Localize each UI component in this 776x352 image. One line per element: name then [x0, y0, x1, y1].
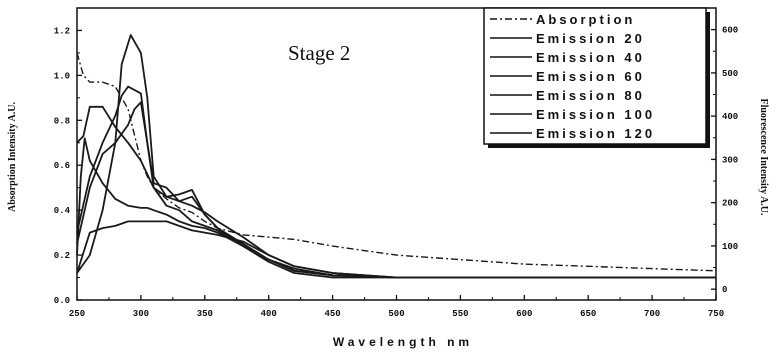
y-right-tick-label: 200: [722, 199, 738, 209]
y-left-tick-label: 0.2: [54, 251, 70, 261]
legend: Absorption Emission 20 Emission 40 Emission…: [483, 7, 710, 148]
y-left-tick-label: 0.4: [54, 206, 71, 216]
stage-annotation: Stage 2: [288, 41, 350, 65]
y-left-tick-label: 0.0: [54, 296, 70, 306]
x-tick-label: 300: [133, 309, 149, 319]
y-axis-right-title: Fluorescence Intensity A.U.: [758, 98, 769, 216]
legend-label: Emission 40: [536, 50, 645, 65]
y-left-tick-label: 1.2: [54, 26, 70, 36]
x-tick-label: 250: [69, 309, 85, 319]
y-right-tick-label: 500: [722, 69, 738, 79]
legend-label: Emission 20: [536, 31, 645, 46]
x-tick-label: 500: [388, 309, 404, 319]
x-tick-label: 550: [452, 309, 468, 319]
legend-label: Emission 120: [536, 126, 655, 141]
legend-label: Emission 80: [536, 88, 645, 103]
x-tick-label: 700: [644, 309, 660, 319]
y-right-tick-label: 600: [722, 26, 738, 36]
x-tick-label: 350: [197, 309, 213, 319]
y-axis-left-title: Absorption Intensity A.U.: [7, 101, 18, 212]
legend-label: Absorption: [536, 12, 635, 27]
y-left-tick-label: 0.6: [54, 161, 70, 171]
legend-label: Emission 100: [536, 107, 655, 122]
y-right-tick-label: 400: [722, 112, 738, 122]
y-left-tick-label: 0.8: [54, 116, 70, 126]
x-tick-label: 400: [261, 309, 277, 319]
series-line-emission-120: [76, 220, 716, 279]
x-tick-label: 750: [708, 309, 724, 319]
x-axis-title: Wavelength nm: [333, 335, 473, 349]
y-right-tick-label: 100: [722, 242, 738, 252]
x-tick-label: 650: [580, 309, 596, 319]
x-tick-label: 450: [324, 309, 340, 319]
x-tick-label: 600: [516, 309, 532, 319]
y-right-tick-label: 0: [722, 285, 727, 295]
y-left-tick-label: 1.0: [54, 71, 70, 81]
series-line-absorption: [76, 52, 717, 272]
legend-label: Emission 60: [536, 69, 645, 84]
y-right-tick-label: 300: [722, 155, 738, 165]
